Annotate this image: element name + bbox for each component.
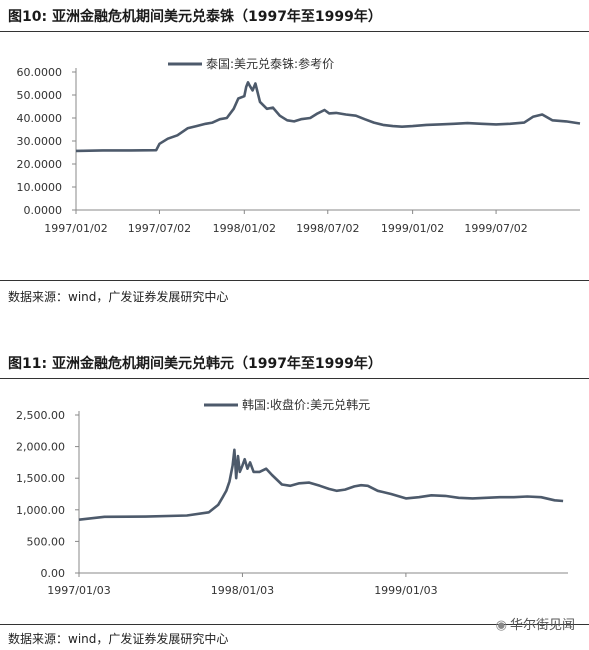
y-tick-label: 20.0000: [17, 158, 63, 171]
figure-11-title-rule: [0, 378, 589, 379]
y-tick-label: 40.0000: [17, 112, 63, 125]
figure-10-source: 数据来源：wind，广发证券发展研究中心: [8, 290, 229, 304]
x-tick-label: 1999/07/02: [464, 222, 527, 235]
legend-label: 韩国:收盘价:美元兑韩元: [242, 397, 370, 412]
x-tick-label: 1998/01/02: [213, 222, 276, 235]
y-tick-label: 0.0000: [24, 204, 63, 217]
krw-chart: 0.00 500.00 1,000.00 1,500.00 2,000.00 2,500.…: [16, 397, 568, 597]
figure-10-title: 图10: 亚洲金融危机期间美元兑泰铢（1997年至1999年）: [8, 6, 382, 28]
y-tick-label: 30.0000: [17, 135, 63, 148]
legend-label: 泰国:美元兑泰铢:参考价: [206, 56, 334, 71]
y-tick-label: 10.0000: [17, 181, 63, 194]
watermark-text: 华尔街见闻: [509, 618, 575, 633]
figure-11-bottom-rule: [0, 624, 589, 625]
watermark: ◉ 华尔街见闻: [496, 614, 575, 633]
x-tick-label: 1997/07/02: [128, 222, 191, 235]
figure-10-label: 图10:: [8, 9, 48, 25]
y-tick-label: 0.00: [41, 567, 66, 580]
figure-10-heading: 亚洲金融危机期间美元兑泰铢（1997年至1999年）: [51, 9, 382, 25]
figure-11-heading: 亚洲金融危机期间美元兑韩元（1997年至1999年）: [51, 356, 382, 372]
figure-11-title: 图11: 亚洲金融危机期间美元兑韩元（1997年至1999年）: [8, 353, 382, 375]
wallstreetcn-logo-icon: ◉: [495, 618, 507, 633]
figure-11-label: 图11:: [8, 356, 48, 372]
y-tick-label: 1,500.00: [16, 472, 65, 485]
y-tick-label: 60.0000: [17, 66, 63, 79]
x-tick-label: 1999/01/03: [374, 584, 437, 597]
figure-10-bottom-rule: [0, 280, 589, 281]
x-tick-label: 1997/01/03: [47, 584, 110, 597]
y-tick-label: 1,000.00: [16, 504, 65, 517]
x-tick-label: 1999/01/02: [381, 222, 444, 235]
y-tick-label: 500.00: [27, 535, 66, 548]
y-tick-label: 2,500.00: [16, 409, 65, 422]
x-tick-label: 1998/07/02: [296, 222, 359, 235]
thb-chart: 0.0000 10.0000 20.0000 30.0000 40.0000 50.000…: [17, 56, 581, 235]
series-line: [78, 448, 564, 521]
y-tick-label: 50.0000: [17, 89, 63, 102]
x-tick-label: 1997/01/02: [44, 222, 107, 235]
figure-10-title-rule: [0, 31, 589, 32]
series-line: [75, 81, 581, 153]
y-tick-label: 2,000.00: [16, 441, 65, 454]
figure-11-source: 数据来源：wind，广发证券发展研究中心: [8, 632, 229, 646]
x-tick-label: 1998/01/03: [211, 584, 274, 597]
